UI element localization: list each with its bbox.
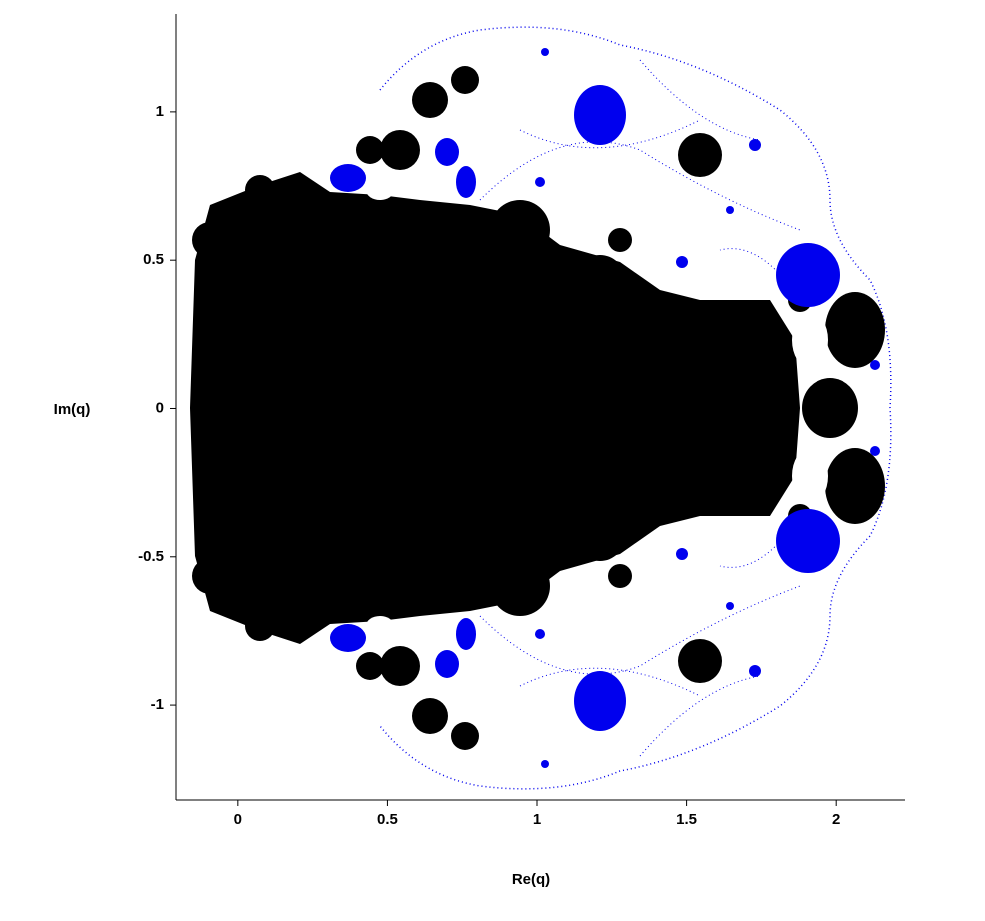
- y-tick-label: 1: [156, 103, 164, 120]
- y-tick-label: 0: [156, 399, 164, 416]
- x-tick-label: 0.5: [377, 811, 398, 828]
- y-axis-label: Im(q): [54, 401, 91, 418]
- x-tick-label: 1.5: [676, 811, 697, 828]
- blue-disks: [330, 48, 880, 768]
- x-tick-label: 1: [533, 811, 541, 828]
- x-tick-label: 0: [234, 811, 242, 828]
- y-tick-label: -1: [151, 696, 164, 713]
- y-tick-label: 0.5: [143, 251, 164, 268]
- outer-dotted-boundary: [379, 26, 892, 790]
- main-body: [190, 172, 800, 644]
- x-tick-label: 2: [832, 811, 840, 828]
- x-axis-label: Re(q): [512, 871, 550, 888]
- fractal-image: [190, 26, 892, 790]
- white-holes: [366, 165, 828, 651]
- y-tick-label: -0.5: [138, 548, 164, 565]
- black-clusters: [192, 66, 885, 750]
